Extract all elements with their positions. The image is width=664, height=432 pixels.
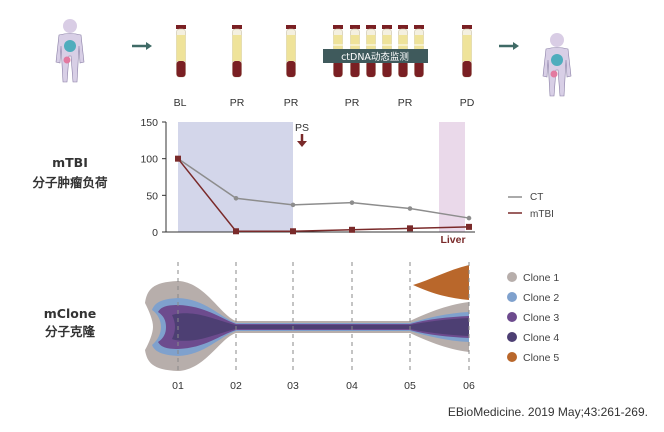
y-tick-label: 100 — [140, 154, 158, 166]
legend-label: Clone 3 — [523, 312, 559, 324]
mtbi-data-point — [349, 226, 355, 233]
x-tick-label: 06 — [463, 380, 475, 392]
x-tick-label: 05 — [404, 380, 416, 392]
liver-label: Liver — [440, 234, 465, 246]
legend-swatch — [507, 292, 517, 302]
blood-tube-icon — [176, 25, 186, 78]
legend-item-clone-5: Clone 5 — [507, 352, 559, 364]
mtbi-title: mTBI — [52, 155, 88, 170]
arrow-icon — [499, 42, 519, 50]
ctdna-monitoring-box — [323, 49, 428, 63]
blood-tube-icon — [462, 25, 472, 78]
clone-4-area — [172, 313, 469, 341]
arrow-icon — [132, 42, 152, 50]
mclone-subtitle: 分子克隆 — [45, 324, 96, 339]
x-tick-label: 02 — [230, 380, 242, 392]
legend-label: Clone 5 — [523, 352, 559, 364]
y-tick-label: 0 — [152, 227, 158, 239]
legend-item-clone-3: Clone 3 — [507, 312, 559, 324]
mclone-title: mClone — [44, 306, 96, 321]
legend-item-clone-1: Clone 1 — [507, 272, 559, 284]
blood-tube-icon — [286, 25, 296, 78]
ct-data-point — [349, 200, 355, 205]
mtbi-data-point — [290, 228, 296, 235]
ct-data-point — [407, 206, 413, 211]
clone-fishplot — [145, 265, 469, 371]
y-tick-label: 150 — [140, 117, 158, 129]
x-tick-label: 04 — [346, 380, 358, 392]
ps-arrow-icon — [297, 134, 307, 147]
mtbi-data-point — [466, 223, 472, 230]
legend-label: Clone 4 — [523, 332, 559, 344]
mtbi-data-point — [407, 225, 413, 232]
stage-label: BL — [174, 97, 187, 109]
legend-label: Clone 1 — [523, 272, 559, 284]
mtbi-series-line — [177, 158, 470, 233]
partial-response-band — [178, 122, 293, 232]
ct-data-point — [233, 195, 239, 201]
legend-swatch — [507, 332, 517, 342]
x-tick-label: 01 — [172, 380, 184, 392]
blood-tube-icon — [366, 25, 376, 78]
ct-series-line — [177, 158, 470, 219]
legend-swatch — [507, 352, 517, 362]
legend-mtbi: mTBI — [530, 209, 554, 220]
ctdna-label: ctDNA动态监测 — [341, 51, 409, 63]
mtbi-subtitle: 分子肿瘤负荷 — [32, 175, 108, 190]
citation: EBioMedicine. 2019 May;43:261-269. — [448, 405, 648, 419]
y-tick-label: 50 — [146, 190, 158, 202]
legend-swatch — [507, 272, 517, 282]
patient-figure-left — [55, 19, 85, 83]
stage-label: PD — [460, 97, 475, 109]
legend-ct: CT — [530, 192, 543, 203]
stage-label: PR — [230, 97, 245, 109]
ps-label: PS — [295, 122, 309, 134]
patient-figure-right — [542, 33, 572, 97]
mtbi-data-point — [175, 155, 181, 162]
stage-label: PR — [345, 97, 360, 109]
ct-data-point — [290, 202, 296, 208]
blood-tube-icon — [232, 25, 242, 78]
legend-swatch — [507, 312, 517, 322]
stage-label: PR — [398, 97, 413, 109]
ct-data-point — [466, 215, 472, 221]
clone-5-area — [413, 265, 469, 300]
legend-item-clone-2: Clone 2 — [507, 292, 559, 304]
mtbi-data-point — [233, 228, 239, 235]
legend-item-clone-4: Clone 4 — [507, 332, 559, 344]
legend-label: Clone 2 — [523, 292, 559, 304]
x-tick-label: 03 — [287, 380, 299, 392]
stage-label: PR — [284, 97, 299, 109]
